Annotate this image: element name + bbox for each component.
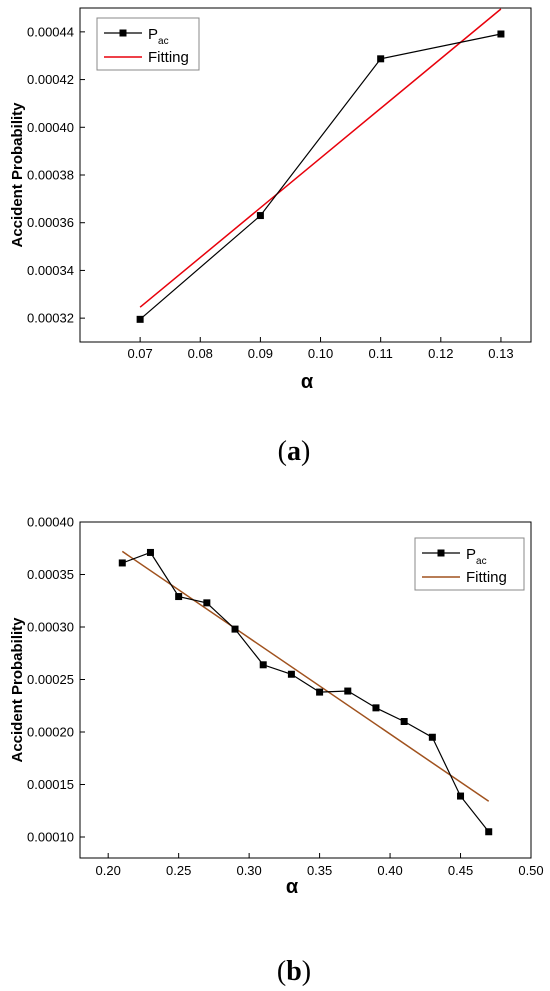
plot-frame [79,521,532,859]
pac-data-point [259,661,267,669]
pac-series-line [139,33,502,320]
x-tick-label: 0.13 [488,346,513,361]
y-tick-label: 0.00038 [27,168,74,183]
x-tick-label: 0.25 [166,863,191,878]
x-tick-label: 0.12 [428,346,453,361]
pac-data-point [203,599,211,607]
y-tick-label: 0.00036 [27,215,74,230]
y-tick-label: 0.00010 [27,830,74,845]
x-tick-label: 0.20 [96,863,121,878]
y-axis-label: Accident Probability [9,617,26,763]
pac-data-point [344,687,352,695]
chart-panel-a: 0.07 0.08 0.09 0.10 0.11 0.12 0.13 0.00032 0.000… [9,7,532,467]
y-tick-label: 0.00025 [27,672,74,687]
legend-fitting-label: Fitting [466,569,507,586]
panel-caption-open: ( [278,436,287,467]
x-tick-label: 0.50 [518,863,543,878]
panel-caption-letter: a [287,436,301,467]
pac-data-point [175,593,183,601]
pac-data-point [231,625,239,633]
pac-data-point [428,733,436,741]
legend-pac-swatch-marker [119,29,127,37]
panel-caption-close: ) [301,436,310,467]
fitting-line [139,8,502,308]
legend-fitting-label: Fitting [148,49,189,66]
panel-caption-letter: b [286,956,302,987]
y-tick-label: 0.00044 [27,24,74,39]
y-tick-label: 0.00042 [27,72,74,87]
x-tick-label: 0.35 [307,863,332,878]
x-tick-label: 0.08 [188,346,213,361]
x-tick-label: 0.40 [377,863,402,878]
legend-pac-main: P [148,26,158,43]
pac-data-point [287,670,295,678]
y-tick-label: 0.00015 [27,777,74,792]
y-tick-label: 0.00035 [27,567,74,582]
pac-data-point [136,315,144,323]
legend-pac-main: P [466,546,476,563]
legend-pac-label: Pac [148,26,169,47]
y-tick-label: 0.00030 [27,620,74,635]
x-tick-label: 0.09 [248,346,273,361]
pac-data-point [457,792,465,800]
y-tick-label: 0.00034 [27,263,74,278]
x-tick-label: 0.11 [368,346,392,361]
legend-pac-label: Pac [466,546,487,567]
y-tick-label: 0.00040 [27,120,74,135]
x-tick-label: 0.45 [448,863,473,878]
x-tick-label: 0.10 [308,346,333,361]
pac-data-point [256,212,264,220]
y-tick-label: 0.00032 [27,311,74,326]
x-tick-label: 0.30 [236,863,261,878]
y-tick-label: 0.00020 [27,725,74,740]
pac-data-point [316,688,324,696]
legend-pac-sub: ac [158,36,169,47]
pac-data-point [377,55,385,63]
chart-panel-b: 0.20 0.25 0.30 0.35 0.40 0.45 0.50 0.00010 0.000… [9,515,544,988]
legend-box [414,537,525,591]
legend-pac-sub: ac [476,556,487,567]
panel-caption-open: ( [277,956,286,987]
pac-data-point [146,548,154,556]
y-axis-label: Accident Probability [9,102,26,248]
pac-data-point [485,828,493,836]
x-axis-label: α [286,876,299,898]
legend-box [96,17,200,71]
panel-caption-close: ) [302,956,311,987]
pac-data-point [118,559,126,567]
y-tick-label: 0.00040 [27,515,74,530]
fitting-line [121,550,490,802]
panel-caption: (b) [277,956,311,987]
pac-data-point [497,30,505,38]
legend-pac-swatch-marker [437,549,445,557]
pac-series-line [122,551,490,833]
pac-data-point [372,704,380,712]
x-axis-label: α [301,371,314,393]
panel-caption: (a) [278,436,311,467]
pac-data-point [400,718,408,725]
x-tick-label: 0.07 [127,346,152,361]
